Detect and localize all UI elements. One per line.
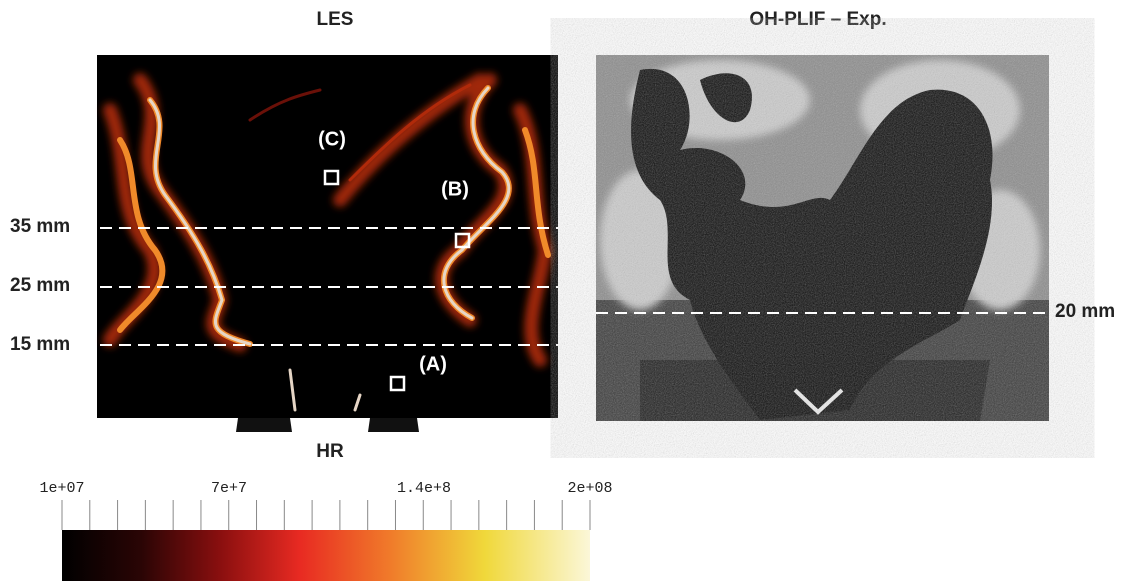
probe-label: (C) [318, 128, 346, 150]
les-height-lines [100, 227, 558, 346]
probe-label: (B) [441, 178, 469, 200]
height-label: 15 mm [10, 334, 70, 355]
height-label: 20 mm [1055, 301, 1115, 322]
colorbar [62, 530, 590, 581]
height-label: 35 mm [10, 216, 70, 237]
exp-image [596, 55, 1049, 421]
exp-title: OH-PLIF – Exp. [749, 9, 886, 30]
colorbar-title: HR [316, 441, 344, 462]
height-label: 25 mm [10, 275, 70, 296]
colorbar-tick-label: 7e+7 [211, 480, 247, 497]
colorbar-tick-label: 2e+08 [567, 480, 612, 497]
colorbar-tick-label: 1e+07 [39, 480, 84, 497]
probe-boxes [323, 169, 471, 392]
les-title: LES [317, 9, 354, 30]
probe-label: (A) [419, 353, 447, 375]
colorbar-ticks [61, 500, 591, 530]
colorbar-tick-label: 1.4e+8 [397, 480, 451, 497]
les-image [97, 55, 558, 432]
